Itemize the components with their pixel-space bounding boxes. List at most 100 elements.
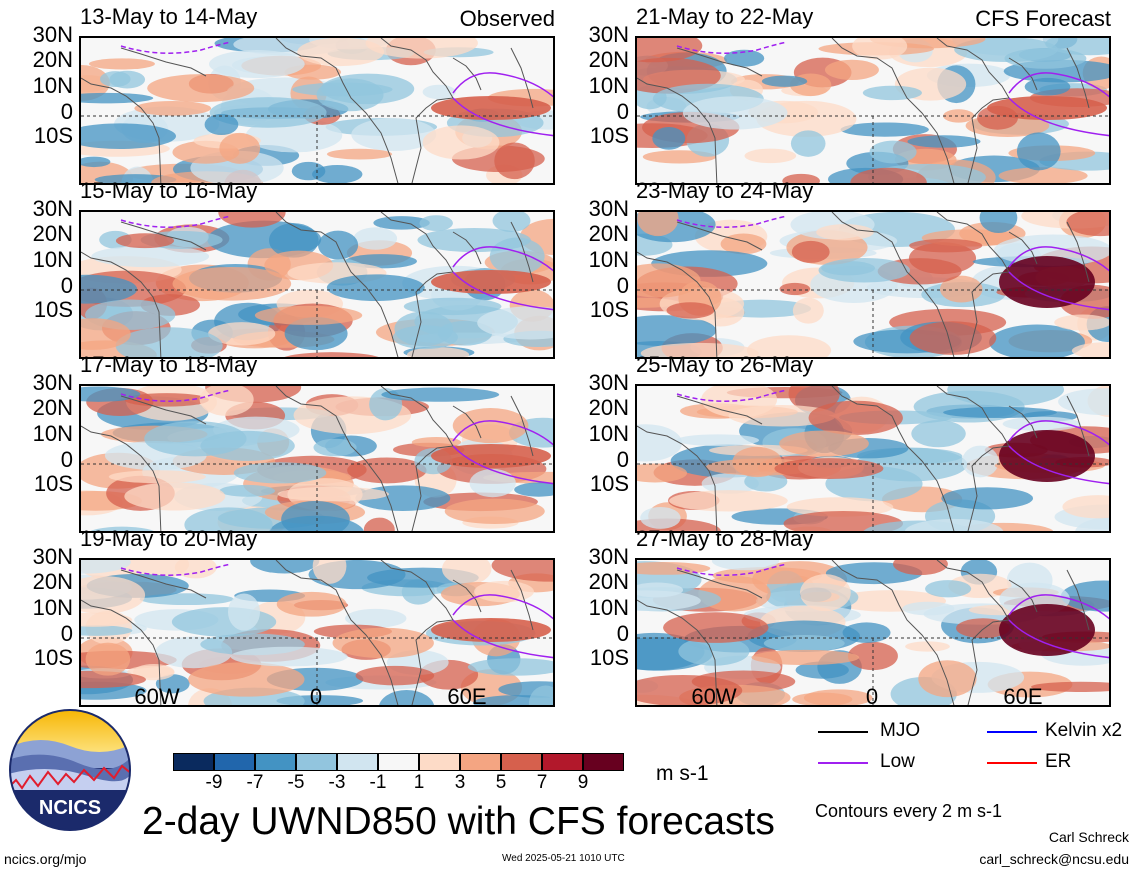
left-y-tick-1-1: 30N xyxy=(32,22,73,47)
colorbar-swatch-3 xyxy=(255,753,296,771)
forecast-panel-title-4: 27-May to 28-May xyxy=(636,526,814,551)
colorbar-swatch-11 xyxy=(583,753,624,771)
right-y-tick-4-5: 10S xyxy=(589,645,629,670)
observed-panel-title-4: 19-May to 20-May xyxy=(80,526,258,551)
legend-line-low xyxy=(818,762,868,764)
right-y-tick-2-4: 0 xyxy=(616,273,629,298)
forecast-panel-title-1: 21-May to 22-May xyxy=(636,4,814,29)
forecast-map-1 xyxy=(635,36,1111,185)
left-y-tick-4-2: 20N xyxy=(32,569,73,594)
colorbar-label-7: 3 xyxy=(454,772,466,793)
left-y-tick-3-4: 0 xyxy=(60,447,73,472)
colorbar-label-3: -5 xyxy=(287,772,305,793)
right-y-tick-3-3: 10N xyxy=(588,421,629,446)
legend-line-mjo xyxy=(818,731,868,733)
legend-line-kelvin xyxy=(987,731,1037,733)
right-y-tick-4-4: 0 xyxy=(616,621,629,646)
left-y-tick-1-4: 0 xyxy=(60,99,73,124)
colorbar-swatch-8 xyxy=(460,753,501,771)
forecast-map-2 xyxy=(635,210,1111,359)
left-y-tick-2-4: 0 xyxy=(60,273,73,298)
left-y-tick-4-1: 30N xyxy=(32,544,73,569)
left-y-tick-2-2: 20N xyxy=(32,221,73,246)
right-y-tick-1-5: 10S xyxy=(589,123,629,148)
left-y-tick-4-4: 0 xyxy=(60,621,73,646)
right-y-tick-4-1: 30N xyxy=(588,544,629,569)
left-y-tick-1-2: 20N xyxy=(32,47,73,72)
left-y-tick-2-5: 10S xyxy=(33,297,73,322)
colorbar-swatch-2 xyxy=(214,753,255,771)
right-y-tick-1-2: 20N xyxy=(588,47,629,72)
left-y-tick-3-2: 20N xyxy=(32,395,73,420)
x-tick-60e-right: 60E xyxy=(1003,684,1043,709)
right-y-tick-2-5: 10S xyxy=(589,297,629,322)
observed-map-1 xyxy=(79,36,555,185)
colorbar-swatch-7 xyxy=(419,753,460,771)
right-y-tick-1-3: 10N xyxy=(588,73,629,98)
colorbar-swatch-10 xyxy=(542,753,583,771)
left-y-tick-1-3: 10N xyxy=(32,73,73,98)
left-y-tick-2-1: 30N xyxy=(32,196,73,221)
legend-label-low: Low xyxy=(880,751,915,772)
forecast-map-4 xyxy=(635,558,1111,707)
chart-title: 2-day UWND850 with CFS forecasts xyxy=(142,800,775,843)
legend-label-er: ER xyxy=(1045,751,1072,772)
right-y-tick-1-4: 0 xyxy=(616,99,629,124)
x-tick-60w-left: 60W xyxy=(134,684,180,709)
left-y-tick-4-3: 10N xyxy=(32,595,73,620)
contour-note: Contours every 2 m s-1 xyxy=(815,801,1003,821)
left-y-tick-3-5: 10S xyxy=(33,471,73,496)
units-label: m s-1 xyxy=(656,762,709,785)
footer-email[interactable]: carl_schreck@ncsu.edu xyxy=(979,851,1129,867)
forecast-panel-title-2: 23-May to 24-May xyxy=(636,178,814,203)
colorbar-label-1: -9 xyxy=(205,772,223,793)
x-tick-0-right: 0 xyxy=(865,684,879,709)
right-y-tick-3-5: 10S xyxy=(589,471,629,496)
right-y-tick-3-1: 30N xyxy=(588,370,629,395)
forecast-panel-title-3: 25-May to 26-May xyxy=(636,352,814,377)
x-tick-0-left: 0 xyxy=(309,684,323,709)
left-y-tick-4-5: 10S xyxy=(33,645,73,670)
footer-author: Carl Schreck xyxy=(1048,829,1129,845)
right-y-tick-2-1: 30N xyxy=(588,196,629,221)
forecast-map-3 xyxy=(635,384,1111,533)
colorbar-label-6: 1 xyxy=(413,772,425,793)
right-y-tick-2-3: 10N xyxy=(588,247,629,272)
colorbar-label-8: 5 xyxy=(495,772,507,793)
left-y-tick-1-5: 10S xyxy=(33,123,73,148)
left-y-tick-3-3: 10N xyxy=(32,421,73,446)
right-y-tick-2-2: 20N xyxy=(588,221,629,246)
left-y-tick-3-1: 30N xyxy=(32,370,73,395)
colorbar-swatch-5 xyxy=(337,753,378,771)
colorbar-swatch-9 xyxy=(501,753,542,771)
legend-line-er xyxy=(987,762,1037,764)
footer-timestamp: Wed 2025-05-21 1010 UTC xyxy=(502,853,625,864)
footer-url[interactable]: ncics.org/mjo xyxy=(4,851,87,867)
colorbar-label-2: -7 xyxy=(246,772,264,793)
observed-column-label: Observed xyxy=(459,6,555,31)
colorbar-swatch-1 xyxy=(173,753,214,771)
observed-panel-title-2: 15-May to 16-May xyxy=(80,178,258,203)
right-y-tick-4-3: 10N xyxy=(588,595,629,620)
observed-panel-title-3: 17-May to 18-May xyxy=(80,352,258,377)
observed-map-2 xyxy=(79,210,555,359)
right-y-tick-3-4: 0 xyxy=(616,447,629,472)
forecast-column-label: CFS Forecast xyxy=(975,6,1111,31)
x-tick-60e-left: 60E xyxy=(447,684,487,709)
observed-map-3 xyxy=(79,384,555,533)
right-y-tick-4-2: 20N xyxy=(588,569,629,594)
legend-label-mjo: MJO xyxy=(880,720,921,741)
colorbar-label-9: 7 xyxy=(536,772,548,793)
observed-panel-title-1: 13-May to 14-May xyxy=(80,4,258,29)
colorbar-label-10: 9 xyxy=(577,772,589,793)
colorbar-label-5: -1 xyxy=(369,772,387,793)
colorbar-swatch-6 xyxy=(378,753,419,771)
observed-map-4 xyxy=(79,558,555,707)
colorbar-swatch-4 xyxy=(296,753,337,771)
ncics-logo: NCICS xyxy=(8,708,132,832)
left-y-tick-2-3: 10N xyxy=(32,247,73,272)
right-y-tick-1-1: 30N xyxy=(588,22,629,47)
colorbar-label-4: -3 xyxy=(328,772,346,793)
legend-label-kelvin: Kelvin x2 xyxy=(1045,720,1123,741)
x-tick-60w-right: 60W xyxy=(691,684,737,709)
